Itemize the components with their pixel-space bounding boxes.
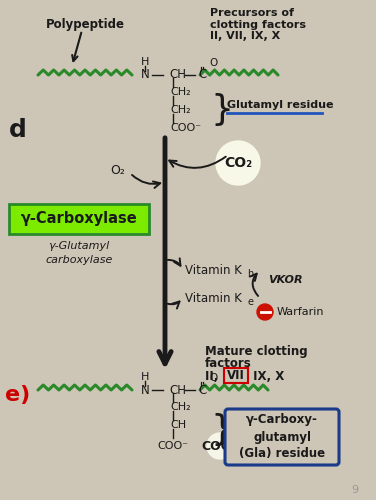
Text: CH₂: CH₂ [170, 105, 191, 115]
Text: γ-Carboxy-
glutamyl
(Gla) residue: γ-Carboxy- glutamyl (Gla) residue [239, 414, 325, 461]
FancyBboxPatch shape [225, 409, 339, 465]
Text: II,: II, [205, 370, 223, 383]
Text: CH: CH [169, 68, 186, 82]
Text: Precursors of
clotting factors
II, VII, IX, X: Precursors of clotting factors II, VII, … [210, 8, 306, 41]
Text: Glutamyl residue: Glutamyl residue [227, 100, 334, 110]
Text: Polypeptide: Polypeptide [45, 18, 124, 31]
Circle shape [216, 141, 260, 185]
Text: C: C [198, 68, 206, 82]
Text: factors: factors [205, 357, 252, 370]
Text: VKOR: VKOR [268, 275, 303, 285]
Text: γ-Glutamyl
carboxylase: γ-Glutamyl carboxylase [45, 242, 113, 264]
Text: IX, X: IX, X [249, 370, 284, 383]
Text: CH: CH [170, 420, 186, 430]
Text: Vitamin K: Vitamin K [185, 264, 242, 276]
Circle shape [257, 304, 273, 320]
Text: CH: CH [169, 384, 186, 396]
FancyBboxPatch shape [9, 204, 149, 234]
Text: VII: VII [227, 369, 245, 382]
Text: e): e) [5, 385, 30, 405]
Text: }: } [210, 413, 233, 447]
Text: O₂: O₂ [111, 164, 126, 176]
Text: CH₂: CH₂ [170, 402, 191, 412]
Text: Vitamin K: Vitamin K [185, 292, 242, 304]
Text: d: d [9, 118, 27, 142]
Text: COO⁻: COO⁻ [170, 123, 201, 133]
Text: 9: 9 [352, 485, 359, 495]
Text: Warfarin: Warfarin [277, 307, 324, 317]
Text: h: h [247, 269, 253, 279]
Text: COO⁻: COO⁻ [157, 441, 188, 451]
Text: O: O [209, 373, 217, 383]
Text: H: H [141, 57, 149, 67]
Text: }: } [210, 93, 233, 127]
Text: N: N [141, 68, 149, 82]
Text: H: H [141, 372, 149, 382]
Text: e: e [247, 297, 253, 307]
Text: O: O [209, 58, 217, 68]
Text: COO⁻: COO⁻ [202, 440, 238, 452]
Circle shape [207, 433, 233, 459]
Text: C: C [198, 384, 206, 396]
Text: γ-Carboxylase: γ-Carboxylase [21, 212, 137, 226]
Text: Mature clotting: Mature clotting [205, 345, 308, 358]
Text: CO₂: CO₂ [224, 156, 252, 170]
Text: N: N [141, 384, 149, 396]
Text: CH₂: CH₂ [170, 87, 191, 97]
